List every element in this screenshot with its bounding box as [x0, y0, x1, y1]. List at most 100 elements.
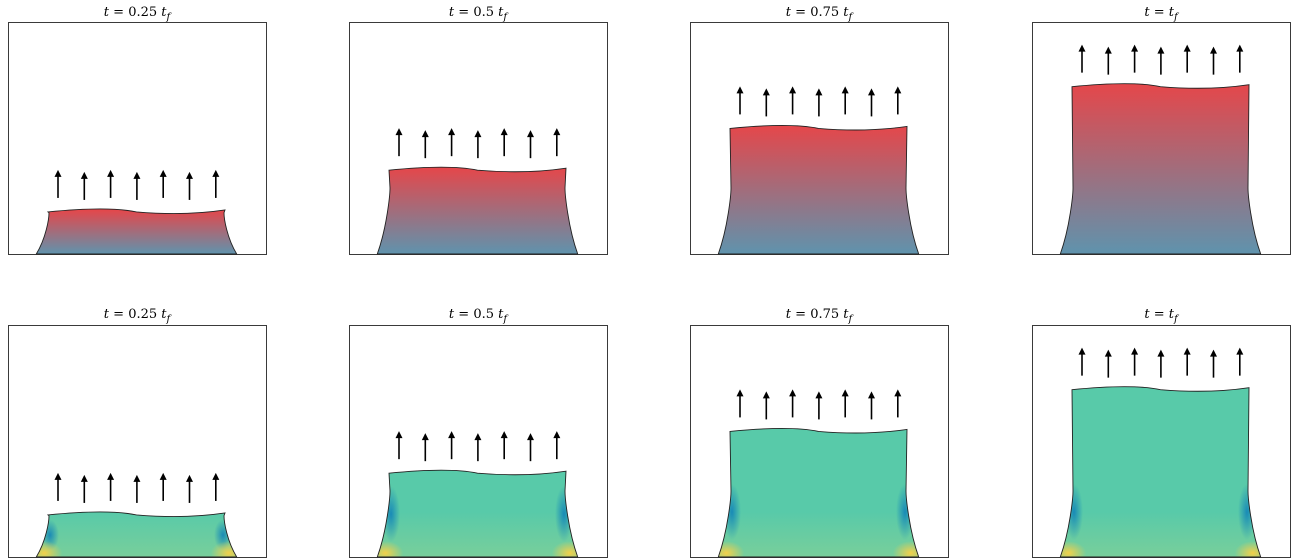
title-fraction: 0.5: [473, 307, 498, 322]
title-time-var: t: [104, 5, 110, 20]
title-subscript: f: [502, 12, 509, 23]
load-arrow: [894, 389, 902, 418]
load-arrow: [1131, 44, 1139, 73]
panel-2-4: t = tf: [1032, 307, 1291, 558]
arrow-group: [736, 389, 902, 420]
specimen-body: [1060, 386, 1261, 557]
load-arrow: [186, 474, 193, 503]
load-arrow: [80, 171, 88, 200]
stress-field-row: t = 0.25 tf t = 0.5 tf t = 0.75 tf t = tf: [8, 307, 1291, 558]
panel-1-2: t = 0.5 tf: [349, 5, 608, 255]
arrow-group: [1078, 44, 1244, 75]
load-arrow: [841, 86, 849, 115]
load-arrow: [212, 169, 220, 198]
load-arrow: [553, 128, 561, 157]
title-subscript: f: [848, 314, 855, 325]
load-arrow: [1078, 44, 1086, 73]
panel-title: t = 0.75 tf: [786, 5, 855, 23]
title-subscript: f: [1173, 12, 1180, 23]
load-arrow: [527, 433, 534, 462]
title-time-var: t: [104, 307, 110, 322]
load-arrow: [1104, 349, 1112, 378]
title-subscript: f: [166, 314, 173, 325]
load-arrow: [1183, 347, 1191, 376]
load-arrow: [736, 389, 744, 418]
specimen-outline: [35, 208, 238, 255]
load-arrow: [527, 130, 534, 159]
title-time-var: t: [449, 5, 455, 20]
title-subscript: f: [848, 12, 855, 23]
title-fraction: 0.75: [810, 5, 843, 20]
title-final-time: t: [498, 307, 504, 322]
title-equals: =: [791, 307, 810, 322]
specimen-outline: [1059, 83, 1262, 255]
specimen-outline: [717, 427, 920, 558]
load-arrow: [212, 472, 220, 501]
load-arrow: [1210, 46, 1217, 75]
load-arrow: [762, 391, 770, 420]
specimen-body: [36, 208, 237, 254]
specimen-outline: [376, 166, 579, 255]
load-arrow: [868, 391, 875, 420]
load-arrow: [815, 391, 823, 420]
panel-title: t = 0.75 tf: [786, 307, 855, 325]
title-equals: =: [109, 307, 128, 322]
panel-2-2: t = 0.5 tf: [349, 307, 608, 558]
specimen-outline: [1059, 386, 1262, 558]
title-equals: =: [791, 5, 810, 20]
load-arrow: [1078, 347, 1086, 376]
load-arrow: [80, 474, 88, 503]
load-arrow: [107, 472, 115, 501]
panel-2-1: t = 0.25 tf: [8, 307, 267, 558]
load-arrow: [133, 474, 141, 503]
panel-title: t = 0.25 tf: [104, 307, 173, 325]
load-arrow: [553, 431, 561, 460]
title-equals: =: [109, 5, 128, 20]
specimen-outline: [35, 511, 238, 558]
load-arrow: [736, 86, 744, 115]
title-fraction: 0.25: [128, 307, 161, 322]
specimen-body: [718, 125, 919, 254]
load-arrow: [1104, 46, 1112, 75]
title-equals: =: [1150, 5, 1169, 20]
load-arrow: [1236, 44, 1244, 73]
load-arrow: [54, 472, 62, 501]
load-arrow: [789, 389, 797, 418]
load-arrow: [1183, 44, 1191, 73]
panel-title: t = 0.25 tf: [104, 5, 173, 23]
panel-1-3: t = 0.75 tf: [690, 5, 949, 255]
load-arrow: [894, 86, 902, 115]
load-arrow: [54, 169, 62, 198]
title-time-var: t: [1144, 307, 1150, 322]
title-subscript: f: [502, 314, 509, 325]
panel-frame: [8, 22, 267, 255]
arrow-group: [395, 431, 561, 462]
title-final-time: t: [1169, 307, 1175, 322]
load-arrow: [789, 86, 797, 115]
specimen-body: [377, 167, 578, 254]
title-fraction: 0.75: [810, 307, 843, 322]
load-arrow: [1157, 46, 1165, 75]
panel-frame: [349, 22, 608, 255]
load-arrow: [1131, 347, 1139, 376]
load-arrow: [421, 130, 429, 159]
load-arrow: [448, 128, 456, 157]
load-arrow: [107, 169, 115, 198]
load-arrow: [133, 171, 141, 200]
panel-frame: [690, 22, 949, 255]
title-time-var: t: [449, 307, 455, 322]
panel-2-3: t = 0.75 tf: [690, 307, 949, 558]
specimen-body: [377, 470, 578, 557]
title-final-time: t: [161, 5, 167, 20]
load-arrow: [815, 88, 823, 117]
title-equals: =: [1150, 307, 1169, 322]
title-fraction: 0.25: [128, 5, 161, 20]
arrow-group: [54, 472, 220, 503]
load-arrow: [1210, 349, 1217, 378]
load-arrow: [159, 169, 167, 198]
panel-title: t = tf: [1144, 307, 1180, 325]
panel-1-1: t = 0.25 tf: [8, 5, 267, 255]
title-equals: =: [454, 5, 473, 20]
position-gradient-row: t = 0.25 tf t = 0.5 tf t = 0.75 tf t = tf: [8, 5, 1291, 255]
